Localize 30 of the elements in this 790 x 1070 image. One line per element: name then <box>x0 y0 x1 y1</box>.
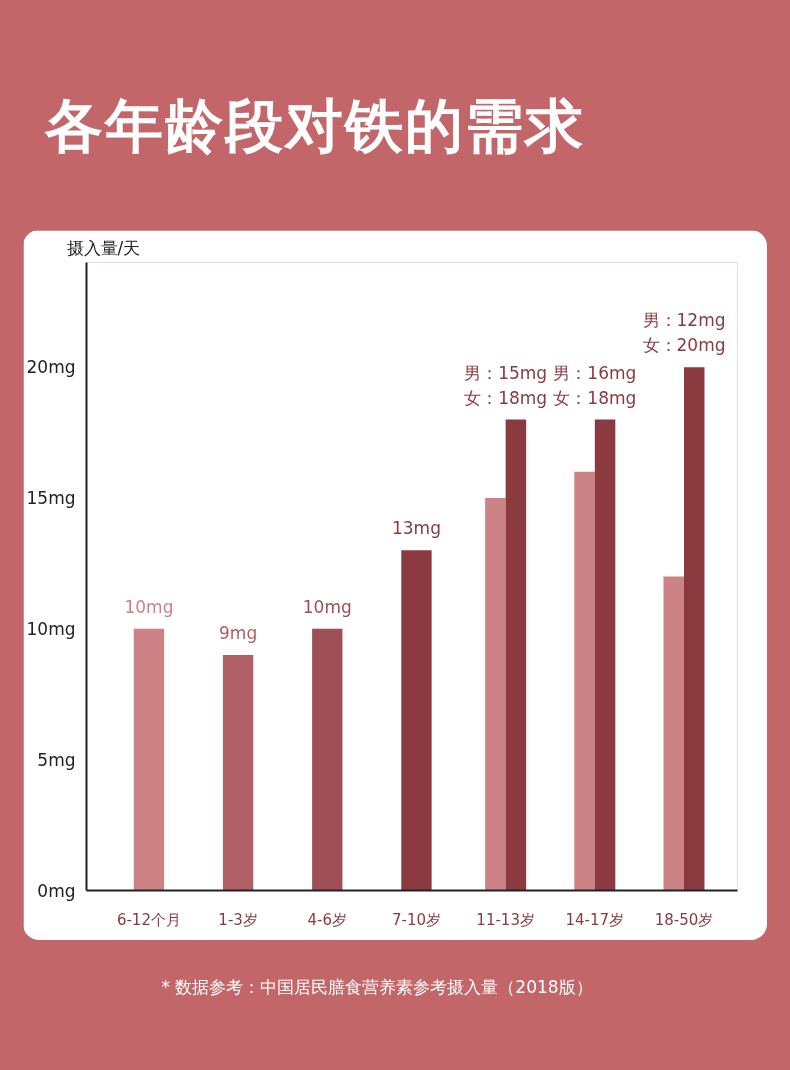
bar <box>683 367 705 891</box>
chart-title: 各年龄段对铁的需求 <box>45 91 585 162</box>
data-label: 女：20mg <box>642 335 726 356</box>
bar <box>594 419 616 891</box>
data-label: 女：18mg <box>464 387 548 408</box>
annotation: 男：12mg <box>642 310 726 331</box>
data-label: 10mg <box>124 596 174 617</box>
data-label: 10mg <box>302 596 352 617</box>
x-tick-label: 11-13岁 <box>476 910 535 929</box>
data-label: 13mg <box>391 518 441 539</box>
annotation: 男：16mg <box>553 362 637 383</box>
bar <box>222 655 254 891</box>
bar <box>505 419 527 891</box>
x-tick-label: 4-6岁 <box>307 910 348 929</box>
annotation: 男：15mg <box>464 362 548 383</box>
y-tick-label: 10mg <box>26 618 76 639</box>
y-axis-title: 摄入量/天 <box>66 237 141 258</box>
x-tick-label: 7-10岁 <box>391 910 441 929</box>
x-tick-label: 18-50岁 <box>654 910 714 929</box>
data-label: 9mg <box>219 623 258 643</box>
y-tick-label: 5mg <box>37 749 76 770</box>
x-tick-label: 14-17岁 <box>565 910 625 929</box>
y-tick-label: 20mg <box>26 357 76 378</box>
text: * 数据参考：中国居民膳食营养素参考摄入量（2018版） <box>161 976 593 999</box>
x-tick-label: 6-12个月 <box>116 910 181 929</box>
y-tick-label: 15mg <box>26 488 76 508</box>
bar <box>133 628 165 891</box>
data-label: 女：18mg <box>553 387 637 408</box>
y-tick-label: 0mg <box>37 880 76 901</box>
x-tick-label: 1-3岁 <box>218 910 258 929</box>
